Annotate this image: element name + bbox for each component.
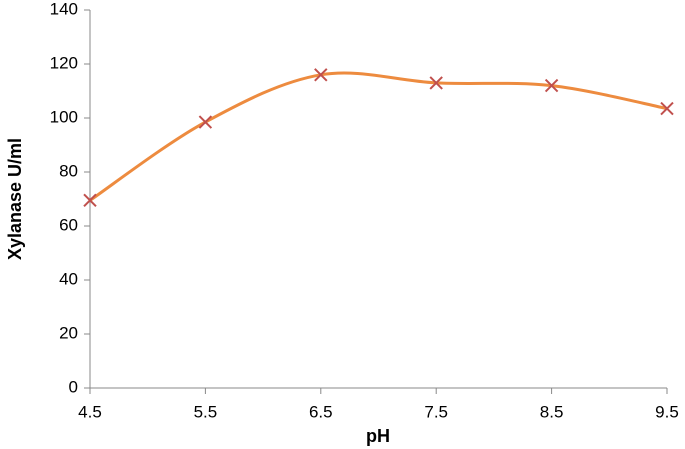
- marker: [314, 68, 328, 82]
- x-axis-title: pH: [366, 426, 390, 446]
- y-tick-label: 120: [50, 53, 78, 72]
- y-tick-label: 80: [59, 161, 78, 180]
- y-axis-title: Xylanase U/ml: [5, 138, 25, 260]
- marker: [660, 101, 674, 116]
- x-tick-label: 6.5: [309, 402, 333, 421]
- x-tick-label: 8.5: [540, 402, 564, 421]
- y-tick-label: 20: [59, 323, 78, 342]
- marker: [198, 115, 213, 129]
- x-tick-label: 4.5: [78, 402, 102, 421]
- marker: [544, 78, 559, 93]
- marker: [83, 193, 97, 208]
- y-tick-label: 40: [59, 269, 78, 288]
- line: [89, 71, 668, 202]
- x-tick-label: 9.5: [655, 402, 679, 421]
- marker: [429, 76, 443, 90]
- y-tick-label: 140: [50, 0, 78, 18]
- y-tick-label: 100: [50, 107, 78, 126]
- y-tick-label: 60: [59, 215, 78, 234]
- x-tick-label: 5.5: [194, 402, 218, 421]
- y-tick-label: 0: [69, 377, 78, 396]
- x-tick-label: 7.5: [424, 402, 448, 421]
